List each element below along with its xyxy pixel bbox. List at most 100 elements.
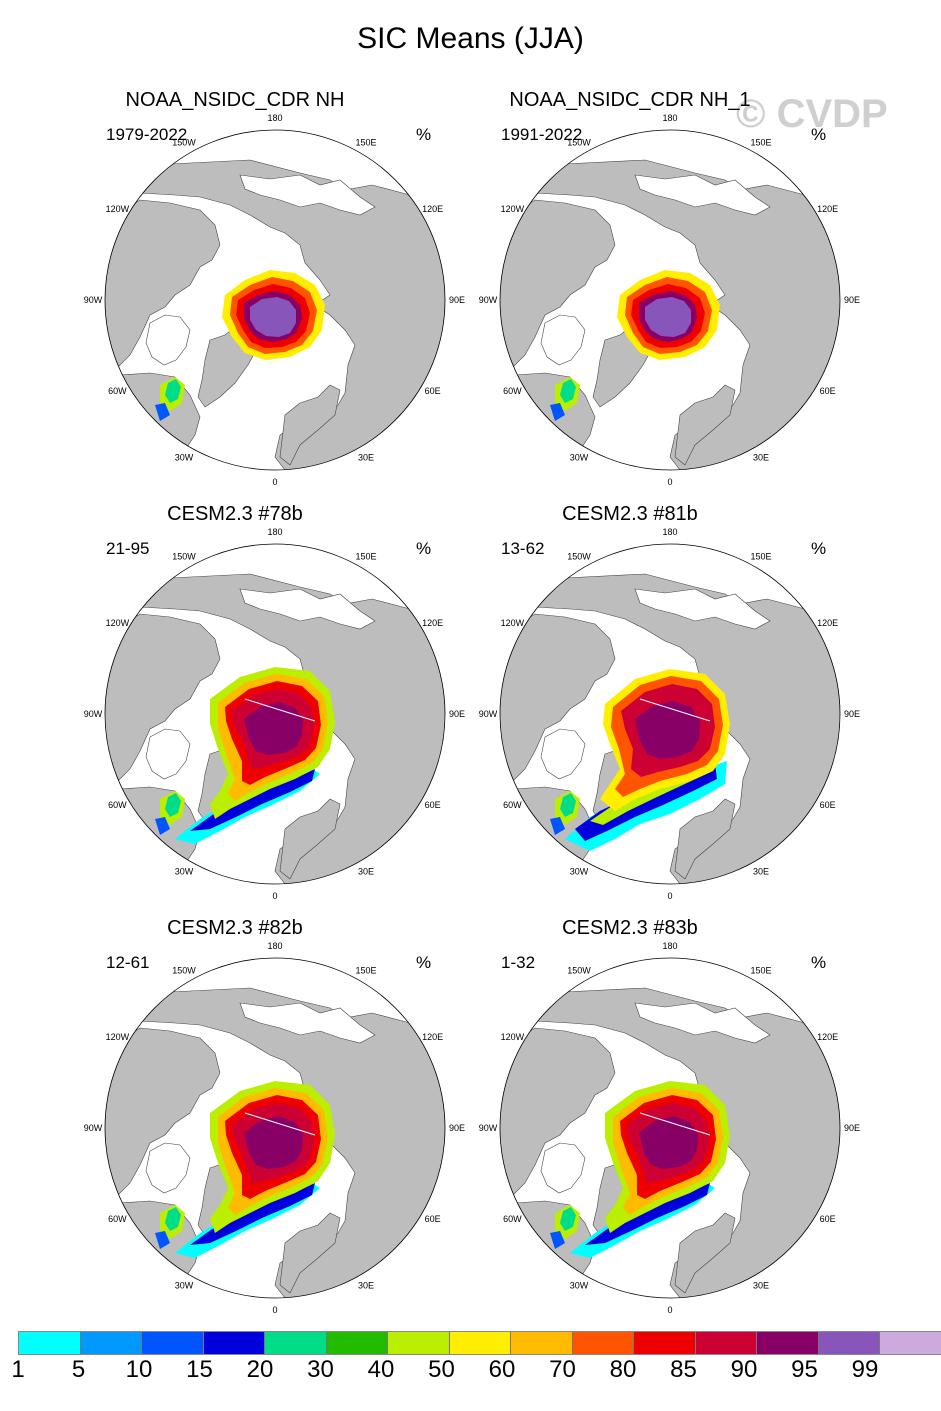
panel-unit: % (416, 953, 432, 972)
colorbar-box (264, 1332, 326, 1354)
grid-seam (639, 698, 711, 722)
longitude-label: 120W (501, 1032, 525, 1042)
sea-ice-band (155, 817, 170, 835)
scandinavia-land (674, 384, 736, 466)
longitude-label: 90E (449, 709, 465, 719)
longitude-label: 180 (267, 941, 282, 951)
longitude-label: 90W (84, 1123, 103, 1133)
longitude-label: 180 (662, 941, 677, 951)
longitude-label: 30W (175, 453, 194, 463)
colorbar-box (141, 1332, 203, 1354)
longitude-label: 90W (479, 1123, 498, 1133)
scandinavia-land (674, 798, 736, 880)
longitude-label: 150W (172, 137, 196, 147)
colorbar-label: 10 (125, 1356, 153, 1383)
watermark: © CVDP (736, 92, 888, 136)
map-panel-2: NOAA_NSIDC_CDR NH_1 1991-2022 % 180 150E 1… (395, 85, 865, 497)
colorbar-box (325, 1332, 387, 1354)
sea-ice-band (645, 297, 691, 337)
longitude-label: 180 (267, 527, 282, 537)
longitude-label: 90W (479, 709, 498, 719)
longitude-label: 60W (503, 386, 522, 396)
panel-title: NOAA_NSIDC_CDR NH (125, 89, 345, 111)
polar-map: 180 150E 120E 90E 60E 30E 0 30W 60W 90W 120W 150W (479, 527, 860, 901)
colorbar-label: 20 (246, 1356, 274, 1383)
longitude-label: 90E (449, 295, 465, 305)
colorbar-labels: 1 5 10 15 20 30 40 50 60 70 80 85 90 95 99 (11, 1356, 926, 1386)
hudson-bay (145, 314, 191, 366)
longitude-label: 60W (108, 1214, 127, 1224)
longitude-label: 120E (817, 204, 838, 214)
panel-period: 1991-2022 (501, 125, 583, 144)
longitude-label: 60E (820, 800, 836, 810)
panel-title: CESM2.3 #81b (562, 503, 698, 525)
polar-map: 180 150E 120E 90E 60E 30E 0 30W 60W 90W 120W 150W (479, 941, 860, 1315)
sea-ice-band (165, 379, 181, 403)
longitude-label: 0 (667, 1305, 672, 1315)
longitude-label: 60W (108, 386, 127, 396)
longitude-label: 150E (355, 551, 376, 561)
north-america-land (105, 199, 221, 376)
panel-period: 21-95 (106, 539, 150, 558)
map-panel-6: CESM2.3 #83b 1-32 % 180 150E 120E 90E 60E 30E… (395, 913, 865, 1325)
map-panel-5: CESM2.3 #82b 12-61 % 180 150E 120E 90E 60E 30… (0, 913, 470, 1325)
colorbar-label: 90 (730, 1356, 758, 1383)
colorbar-label: 99 (851, 1356, 879, 1383)
map-panel-3: CESM2.3 #78b 21-95 % 180 150E 120E 90E 60E 30… (0, 499, 470, 911)
longitude-label: 150W (172, 965, 196, 975)
longitude-label: 90E (449, 1123, 465, 1133)
panel-period: 12-61 (106, 953, 150, 972)
longitude-label: 120E (817, 1032, 838, 1042)
siberia-coast (634, 588, 771, 630)
colorbar-label: 70 (549, 1356, 576, 1383)
map-border (104, 957, 446, 1299)
longitude-label: 90E (844, 1123, 860, 1133)
longitude-label: 150W (567, 137, 591, 147)
sea-ice-band (250, 297, 296, 337)
colorbar-box (879, 1332, 941, 1354)
map-border (104, 129, 446, 471)
longitude-label: 150E (355, 137, 376, 147)
colorbar-box (817, 1332, 879, 1354)
longitude-label: 150W (567, 551, 591, 561)
north-america-land (105, 1027, 221, 1204)
hudson-bay (145, 728, 191, 780)
map-panel-1: NOAA_NSIDC_CDR NH 1979-2022 % 180 150E 120… (0, 85, 470, 497)
longitude-label: 60E (425, 1214, 441, 1224)
panel-unit: % (811, 953, 827, 972)
sea-ice-band (560, 379, 576, 403)
colorbar-label: 15 (186, 1356, 213, 1383)
colorbar-label: 60 (488, 1356, 516, 1383)
north-america-land (500, 613, 616, 790)
colorbar-box (448, 1332, 510, 1354)
longitude-label: 90W (84, 295, 103, 305)
longitude-label: 150E (750, 551, 771, 561)
hudson-bay (145, 1142, 191, 1194)
sea-ice-band (635, 701, 700, 759)
longitude-label: 30E (753, 453, 769, 463)
longitude-label: 30E (753, 867, 769, 877)
longitude-label: 90E (844, 709, 860, 719)
panel-period: 13-62 (501, 539, 545, 558)
map-content (500, 958, 840, 1298)
sea-ice-band (155, 403, 170, 421)
longitude-label: 90E (844, 295, 860, 305)
longitude-label: 60W (108, 800, 127, 810)
panel-title: CESM2.3 #83b (562, 917, 698, 939)
map-content (105, 544, 445, 884)
longitude-label: 30E (753, 1281, 769, 1291)
longitude-label: 150W (172, 551, 196, 561)
panel-title: CESM2.3 #78b (167, 503, 303, 525)
scandinavia-land (279, 384, 341, 466)
colorbar-label: 30 (307, 1356, 334, 1383)
map-content (500, 544, 840, 884)
hudson-bay (540, 728, 586, 780)
colorbar-box (571, 1332, 633, 1354)
siberia-coast (239, 174, 376, 216)
longitude-label: 120E (422, 1032, 443, 1042)
longitude-label: 60W (503, 800, 522, 810)
scandinavia-land (674, 1212, 736, 1294)
longitude-label: 30W (175, 1281, 194, 1291)
grid-seam (244, 698, 316, 722)
map-border (104, 543, 446, 885)
